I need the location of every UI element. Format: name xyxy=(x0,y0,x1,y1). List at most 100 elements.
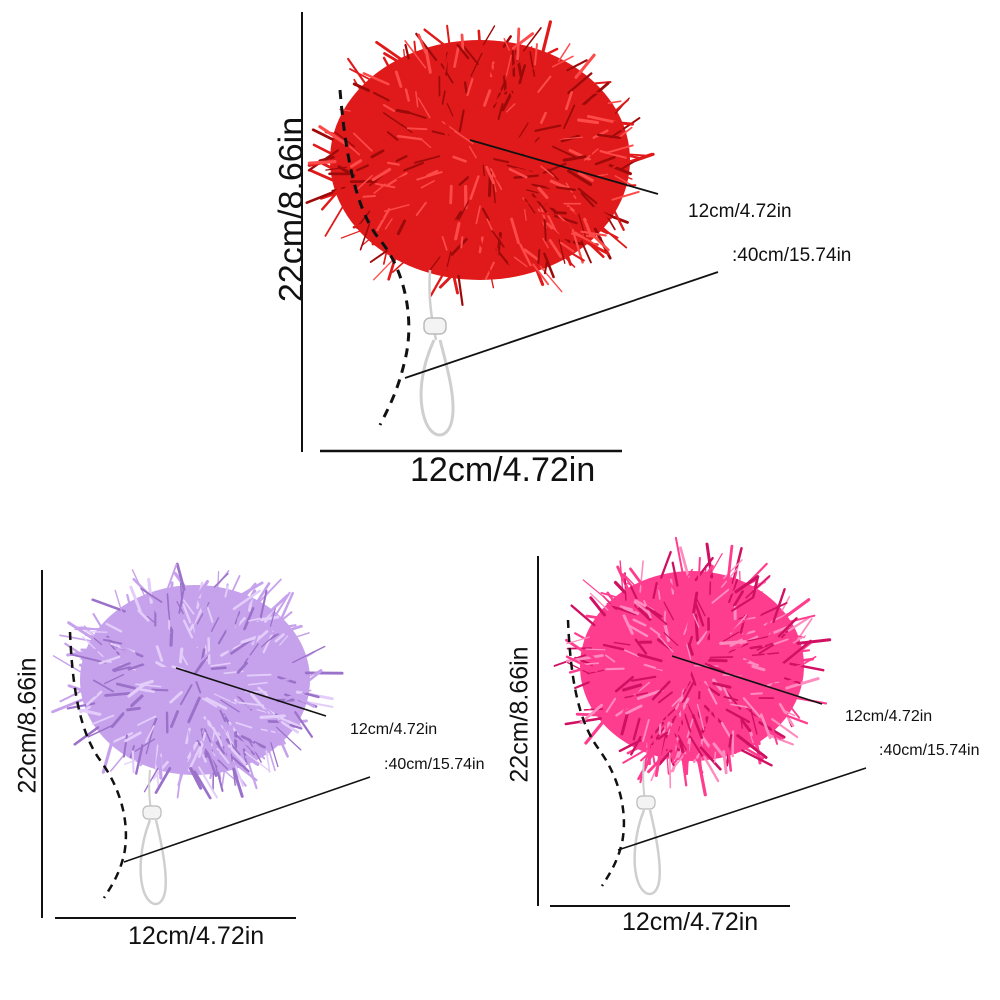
fur-strand xyxy=(483,89,492,107)
fur-strand xyxy=(289,719,308,724)
fur-strand xyxy=(449,184,453,205)
fur-strand xyxy=(487,111,493,135)
fur-strand xyxy=(145,725,155,743)
fur-strand xyxy=(679,701,687,728)
fur-strand xyxy=(254,605,264,620)
fur-strand xyxy=(539,265,563,293)
fur-strand xyxy=(589,596,606,617)
fur-strand xyxy=(210,650,222,672)
fur-strand xyxy=(411,195,419,218)
cord-leader-line xyxy=(123,776,371,863)
fur-strand xyxy=(182,619,194,639)
fur-strand xyxy=(689,735,703,757)
side-profile-dashed-line xyxy=(68,631,128,899)
fur-strand xyxy=(503,38,510,51)
fur-strand xyxy=(594,156,616,166)
fur-strand xyxy=(767,734,795,746)
fur-strand xyxy=(590,163,607,175)
fur-strand xyxy=(740,719,752,733)
fur-strand xyxy=(787,616,810,632)
fur-strand xyxy=(259,589,268,619)
fur-strand xyxy=(248,681,268,686)
fur-strand xyxy=(644,598,657,605)
fur-strand xyxy=(716,728,726,748)
fur-strand xyxy=(375,40,404,62)
fur-strand xyxy=(237,701,265,707)
fur-strand xyxy=(260,634,276,648)
fur-strand xyxy=(394,70,403,88)
fur-strand xyxy=(318,125,349,146)
fur-strand xyxy=(396,135,423,141)
fur-strand xyxy=(692,704,701,726)
fur-strand xyxy=(704,639,720,662)
fur-strand xyxy=(577,187,598,205)
fur-strand xyxy=(463,81,468,95)
fur-strand xyxy=(708,701,714,721)
fur-strand xyxy=(352,132,373,152)
fur-strand xyxy=(451,129,474,145)
fur-strand xyxy=(404,43,410,60)
fur-strand xyxy=(489,224,505,244)
fur-strand xyxy=(198,766,218,799)
fur-strand xyxy=(758,618,772,639)
fur-strand xyxy=(371,233,394,246)
fur-strand xyxy=(243,643,259,664)
fur-strand xyxy=(307,160,337,165)
fur-strand xyxy=(205,697,228,710)
product-panel-red: 12cm/4.72in 22cm/8.66in 12cm/4.72in :40c… xyxy=(273,12,851,489)
fur-strand xyxy=(571,104,585,114)
fur-strand xyxy=(673,678,690,702)
fur-strand xyxy=(755,720,761,746)
fur-strand xyxy=(580,192,598,210)
fur-strand xyxy=(613,580,627,594)
fur-strand xyxy=(124,731,142,743)
fur-strand xyxy=(726,747,733,772)
fur-strand xyxy=(667,734,674,760)
fur-strand xyxy=(254,742,269,756)
fur-strand xyxy=(146,641,160,657)
fur-strand xyxy=(608,150,644,160)
fur-strand xyxy=(671,696,682,707)
fur-strand xyxy=(164,563,178,596)
fur-strand xyxy=(557,43,571,62)
fur-strand xyxy=(548,134,570,143)
fur-strand xyxy=(651,680,671,701)
fur-strand xyxy=(198,732,207,758)
fur-strand xyxy=(620,695,633,719)
fur-strand xyxy=(137,609,150,622)
fur-strand xyxy=(440,63,454,84)
fur-strand xyxy=(361,236,373,247)
fur-strand xyxy=(391,257,409,273)
fur-strand xyxy=(634,638,648,655)
fur-strand xyxy=(128,605,138,632)
fur-strand xyxy=(779,631,805,639)
fur-strand xyxy=(692,591,699,614)
fur-strand xyxy=(481,207,490,221)
fur-strand xyxy=(134,738,156,752)
fur-strand xyxy=(437,122,455,132)
fur-strand xyxy=(219,730,225,747)
fur-strand xyxy=(734,575,760,594)
fur-strand xyxy=(452,155,467,163)
fur-strand xyxy=(622,606,640,615)
fur-strand xyxy=(180,653,189,666)
fur-strand xyxy=(734,686,754,691)
fur-strand xyxy=(401,219,422,229)
fur-strand xyxy=(234,611,241,625)
fur-strand xyxy=(677,609,687,632)
fur-strand xyxy=(771,678,798,687)
fur-strand xyxy=(441,235,448,251)
fur-strand xyxy=(283,672,305,682)
fur-strand xyxy=(78,652,96,658)
fur-strand xyxy=(717,724,731,745)
fur-strand xyxy=(679,728,687,741)
fur-strand xyxy=(382,104,396,112)
fur-strand xyxy=(148,633,163,650)
fur-strand xyxy=(594,637,612,642)
fur-strand xyxy=(405,169,424,181)
height-label: 22cm/8.66in xyxy=(505,646,534,783)
fur-strand xyxy=(248,598,253,612)
fur-strand xyxy=(543,258,549,275)
fur-strand xyxy=(484,119,488,132)
